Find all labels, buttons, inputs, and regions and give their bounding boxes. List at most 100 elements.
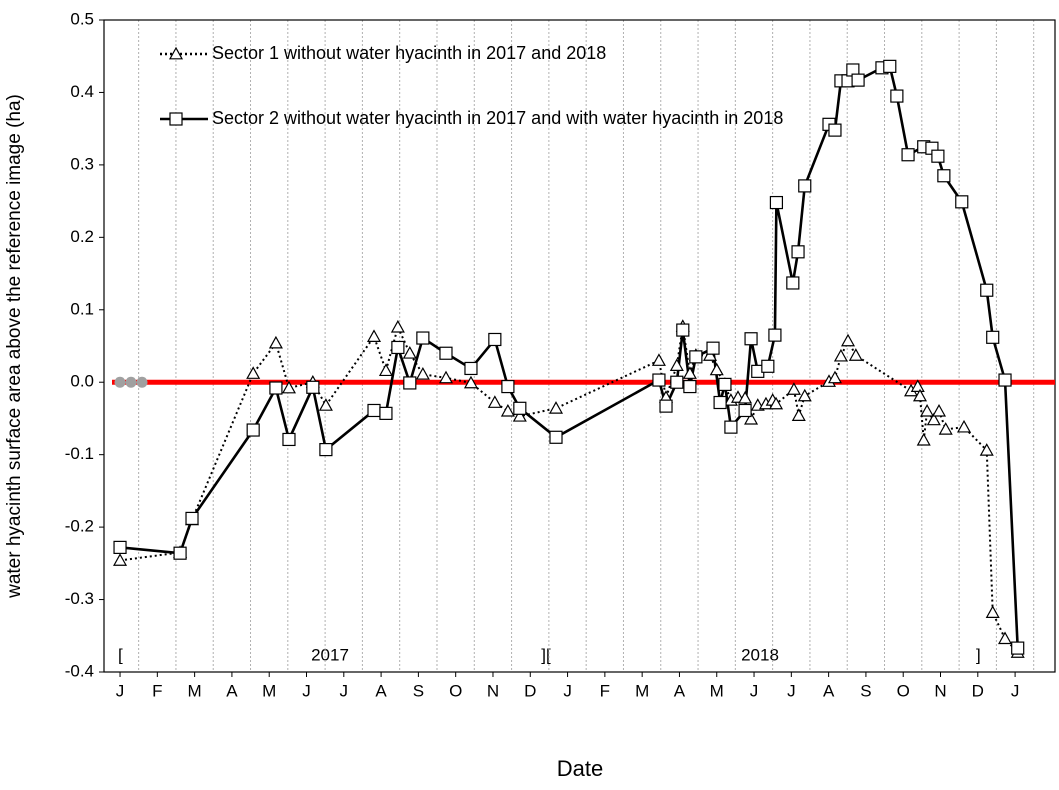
x-tick-label: F bbox=[600, 681, 610, 700]
y-tick-label: 0.1 bbox=[70, 299, 94, 318]
x-tick-label: A bbox=[375, 681, 387, 700]
triangle-marker bbox=[366, 329, 382, 342]
y-tick-label: 0.2 bbox=[70, 227, 94, 246]
square-marker bbox=[439, 346, 453, 360]
x-tick-label: S bbox=[413, 681, 424, 700]
triangle-marker bbox=[415, 367, 430, 380]
square-marker bbox=[306, 380, 320, 394]
square-marker bbox=[367, 403, 381, 418]
triangle-marker bbox=[463, 375, 478, 389]
square-marker bbox=[761, 359, 775, 373]
x-tick-label: J bbox=[116, 681, 125, 700]
square-marker bbox=[549, 430, 563, 444]
square-marker bbox=[851, 73, 865, 87]
square-marker bbox=[786, 276, 800, 290]
series-line bbox=[119, 64, 1020, 649]
square-marker bbox=[791, 245, 805, 259]
square-marker bbox=[659, 399, 673, 413]
square-marker bbox=[269, 381, 283, 395]
year-bracket: ][ bbox=[541, 645, 551, 664]
triangle-marker bbox=[744, 411, 759, 425]
square-marker bbox=[416, 331, 430, 345]
y-tick-label: 0.3 bbox=[70, 154, 94, 173]
triangle-marker bbox=[791, 408, 806, 421]
x-tick-label: O bbox=[449, 681, 462, 700]
square-marker bbox=[986, 330, 1000, 344]
x-tick-label: N bbox=[934, 681, 946, 700]
reference-dot bbox=[114, 376, 126, 388]
x-tick-label: M bbox=[635, 681, 649, 700]
triangle-marker bbox=[926, 412, 941, 426]
reference-dot bbox=[136, 376, 148, 388]
triangle-marker bbox=[438, 370, 454, 384]
triangle-marker bbox=[738, 390, 753, 404]
square-marker bbox=[464, 361, 478, 376]
triangle-marker bbox=[268, 335, 283, 349]
square-marker bbox=[379, 406, 393, 420]
legend-marker bbox=[168, 46, 184, 60]
triangle-marker bbox=[512, 409, 527, 422]
x-tick-label: J bbox=[340, 681, 349, 700]
triangle-marker bbox=[910, 379, 925, 392]
square-marker bbox=[713, 395, 727, 410]
y-tick-label: 0.0 bbox=[70, 372, 94, 391]
square-marker bbox=[798, 179, 812, 193]
square-marker bbox=[488, 332, 502, 347]
triangle-marker bbox=[500, 403, 515, 417]
square-marker bbox=[652, 373, 666, 387]
square-marker bbox=[955, 195, 969, 209]
triangle-marker bbox=[548, 401, 564, 414]
x-tick-label: D bbox=[524, 681, 536, 700]
x-tick-label: F bbox=[152, 681, 162, 700]
triangle-marker bbox=[709, 362, 724, 376]
square-marker bbox=[513, 401, 527, 415]
triangle-marker bbox=[281, 380, 296, 394]
square-marker bbox=[738, 403, 752, 418]
triangle-marker bbox=[938, 422, 953, 435]
triangle-marker bbox=[113, 553, 128, 566]
square-marker bbox=[768, 328, 782, 342]
square-marker bbox=[676, 323, 690, 337]
x-tick-label: J bbox=[302, 681, 311, 700]
triangle-marker bbox=[669, 358, 684, 371]
y-tick-label: 0.5 bbox=[70, 9, 94, 28]
y-axis-label: water hyacinth surface area above the re… bbox=[4, 94, 25, 598]
triangle-marker bbox=[827, 370, 842, 384]
legend-label: Sector 1 without water hyacinth in 2017 … bbox=[212, 43, 607, 63]
x-tick-label: J bbox=[750, 681, 759, 700]
square-marker bbox=[391, 340, 405, 355]
y-tick-label: -0.2 bbox=[65, 517, 94, 536]
series-line bbox=[119, 324, 1019, 654]
triangle-marker bbox=[703, 348, 718, 361]
square-marker bbox=[901, 148, 915, 162]
x-tick-label: A bbox=[674, 681, 686, 700]
legend-marker bbox=[169, 112, 183, 126]
x-tick-label: D bbox=[972, 681, 984, 700]
triangle-marker bbox=[998, 631, 1013, 645]
triangle-marker bbox=[848, 348, 863, 361]
triangle-marker bbox=[956, 419, 972, 433]
x-tick-label: M bbox=[262, 681, 276, 700]
triangle-marker bbox=[985, 605, 1000, 618]
square-marker bbox=[683, 379, 697, 394]
triangle-marker bbox=[931, 403, 947, 417]
year-label: 2017 bbox=[311, 645, 349, 664]
square-marker bbox=[1011, 641, 1025, 655]
square-marker bbox=[185, 511, 199, 526]
x-tick-label: M bbox=[710, 681, 724, 700]
square-marker bbox=[282, 432, 296, 447]
reference-dot bbox=[125, 376, 137, 388]
square-marker bbox=[319, 442, 333, 457]
triangle-marker bbox=[833, 348, 848, 362]
triangle-marker bbox=[378, 363, 393, 377]
square-marker bbox=[246, 423, 260, 437]
x-tick-label: M bbox=[188, 681, 202, 700]
square-marker bbox=[890, 89, 904, 103]
x-tick-label: N bbox=[487, 681, 499, 700]
triangle-marker bbox=[651, 353, 666, 366]
legend-label: Sector 2 without water hyacinth in 2017 … bbox=[212, 108, 784, 128]
year-label: 2018 bbox=[741, 645, 779, 664]
year-bracket: [ bbox=[118, 645, 123, 664]
